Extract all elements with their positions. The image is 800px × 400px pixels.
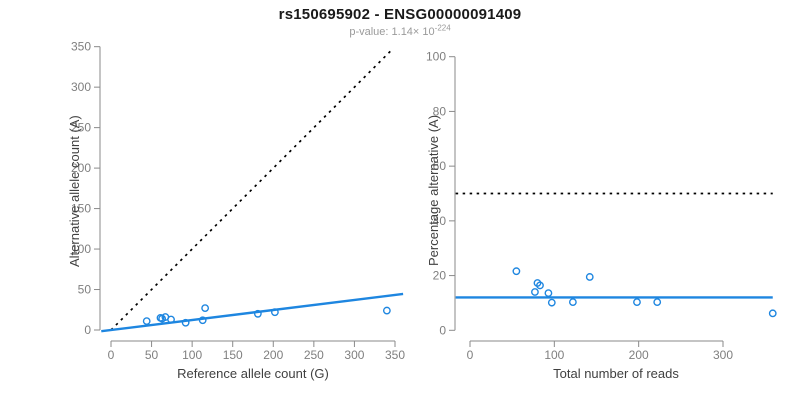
x-tick-label: 150: [223, 348, 243, 362]
data-point: [181, 318, 190, 327]
data-point: [544, 289, 553, 297]
x-tick-label: 50: [145, 348, 159, 362]
data-point: [512, 267, 521, 276]
x-tick-label: 350: [385, 348, 405, 362]
y-tick-label: 350: [71, 40, 91, 54]
data-point: [253, 309, 262, 318]
pvalue-exponent: -224: [434, 23, 451, 33]
data-point: [633, 298, 641, 307]
data-point: [531, 288, 539, 296]
y-tick-label: 0: [439, 323, 446, 337]
x-tick-label: 300: [344, 348, 364, 362]
fit-line: [101, 292, 404, 333]
y-axis-title-right: Percentage alternative (A): [426, 114, 441, 266]
figure-title: rs150695902 - ENSG00000091409: [278, 6, 522, 23]
y-tick-label: 80: [433, 104, 447, 118]
data-point: [382, 306, 391, 315]
x-tick-label: 100: [544, 348, 564, 362]
y-axis-title-left: Alternative allele count (A): [67, 115, 82, 267]
x-tick-label: 0: [467, 348, 474, 362]
y-tick-label: 60: [433, 159, 447, 173]
data-point: [585, 273, 594, 281]
x-tick-label: 200: [263, 348, 283, 362]
data-point: [142, 317, 151, 325]
y-tick-label: 20: [433, 269, 447, 283]
y-tick-label: 50: [78, 283, 92, 297]
figure-header: rs150695902 - ENSG00000091409 p-value: 1…: [0, 6, 800, 38]
data-point: [768, 309, 777, 318]
x-axis-title-right: Total number of reads: [553, 366, 679, 381]
pvalue-text: p-value: 1.14× 10: [349, 26, 435, 38]
y-tick-label: 250: [71, 121, 91, 135]
y-tick-label: 200: [71, 161, 91, 175]
data-point: [167, 315, 175, 324]
x-axis-title-left: Reference allele count (G): [177, 366, 329, 381]
data-point: [201, 304, 210, 313]
figure-subtitle: p-value: 1.14× 10-224: [0, 23, 800, 38]
data-point: [536, 281, 544, 290]
data-point: [271, 308, 279, 317]
x-tick-label: 250: [304, 348, 324, 362]
x-tick-label: 200: [629, 348, 649, 362]
data-point: [198, 316, 207, 325]
data-point: [568, 298, 577, 307]
y-tick-label: 40: [433, 214, 447, 228]
x-tick-label: 0: [108, 348, 115, 362]
y-tick-label: 300: [71, 80, 91, 94]
data-point: [653, 298, 662, 307]
y-tick-label: 150: [71, 202, 91, 216]
data-point: [547, 298, 556, 307]
x-tick-label: 300: [713, 348, 733, 362]
x-tick-label: 100: [182, 348, 202, 362]
y-tick-label: 100: [71, 242, 91, 256]
identity-line: [110, 48, 394, 331]
y-tick-label: 0: [84, 323, 91, 337]
y-tick-label: 100: [426, 50, 446, 64]
